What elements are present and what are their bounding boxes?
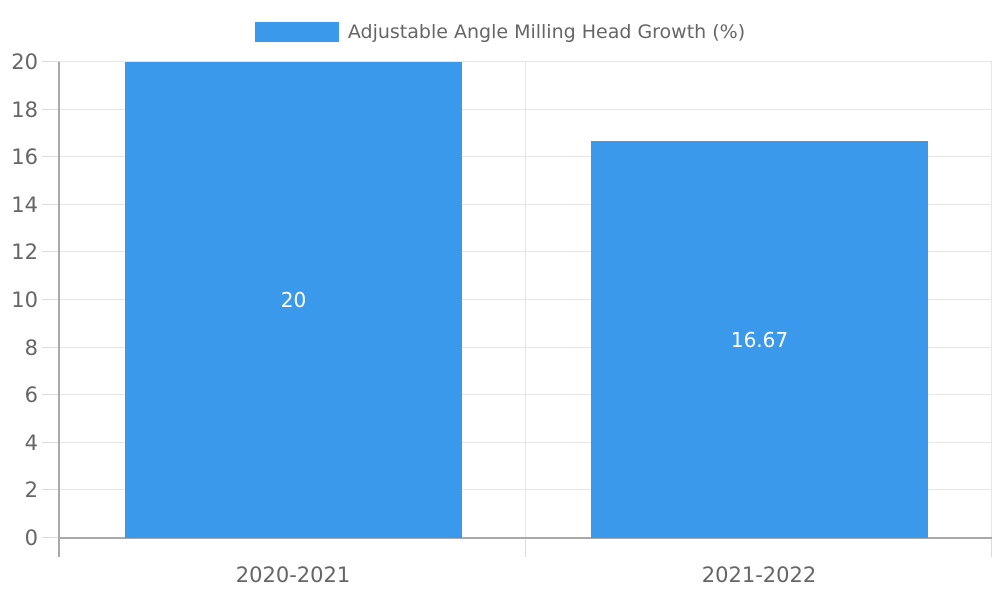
bar-value-label: 20 [280, 288, 307, 312]
gridline-horizontal [60, 204, 992, 205]
y-tick-label: 18 [11, 98, 38, 122]
gridline-horizontal [60, 109, 992, 110]
bar-2021-2022[interactable] [591, 141, 928, 538]
y-axis-tick [42, 347, 60, 348]
gridline-horizontal [60, 251, 992, 252]
y-axis-tick [42, 156, 60, 157]
y-tick-label: 2 [24, 478, 38, 502]
gridline-vertical [525, 62, 526, 538]
gridline-horizontal [60, 156, 992, 157]
bar-2020-2021[interactable] [125, 62, 462, 538]
x-axis-tick [991, 538, 992, 557]
y-tick-label: 14 [11, 193, 38, 217]
gridline-horizontal [60, 394, 992, 395]
y-tick-label: 4 [24, 431, 38, 455]
y-axis-line [58, 62, 60, 557]
y-tick-label: 20 [11, 50, 38, 74]
y-axis-tick [42, 251, 60, 252]
x-tick-label: 2020-2021 [235, 563, 351, 587]
x-tick-label: 2021-2022 [701, 563, 817, 587]
gridline-horizontal [60, 347, 992, 348]
gridline-horizontal [60, 61, 992, 62]
legend-label: Adjustable Angle Milling Head Growth (%) [347, 21, 746, 43]
y-axis-tick [42, 109, 60, 110]
x-axis-tick [525, 538, 526, 557]
legend-item[interactable]: Adjustable Angle Milling Head Growth (%) [0, 22, 1000, 42]
y-tick-label: 6 [24, 383, 38, 407]
y-axis-tick [42, 299, 60, 300]
gridline-vertical [991, 62, 992, 538]
y-tick-label: 0 [24, 526, 38, 550]
y-tick-label: 12 [11, 240, 38, 264]
gridline-horizontal [60, 489, 992, 490]
y-axis-tick [42, 489, 60, 490]
gridline-horizontal [60, 442, 992, 443]
y-axis-tick [42, 61, 60, 62]
y-axis-tick [42, 537, 60, 538]
y-axis-tick [42, 442, 60, 443]
legend-swatch [254, 22, 339, 42]
y-tick-label: 10 [11, 288, 38, 312]
y-tick-label: 8 [24, 336, 38, 360]
y-axis-tick [42, 204, 60, 205]
gridline-horizontal [60, 299, 992, 300]
x-axis-line [58, 537, 992, 539]
bar-value-label: 16.67 [730, 328, 789, 352]
y-axis-tick [42, 394, 60, 395]
y-tick-label: 16 [11, 145, 38, 169]
